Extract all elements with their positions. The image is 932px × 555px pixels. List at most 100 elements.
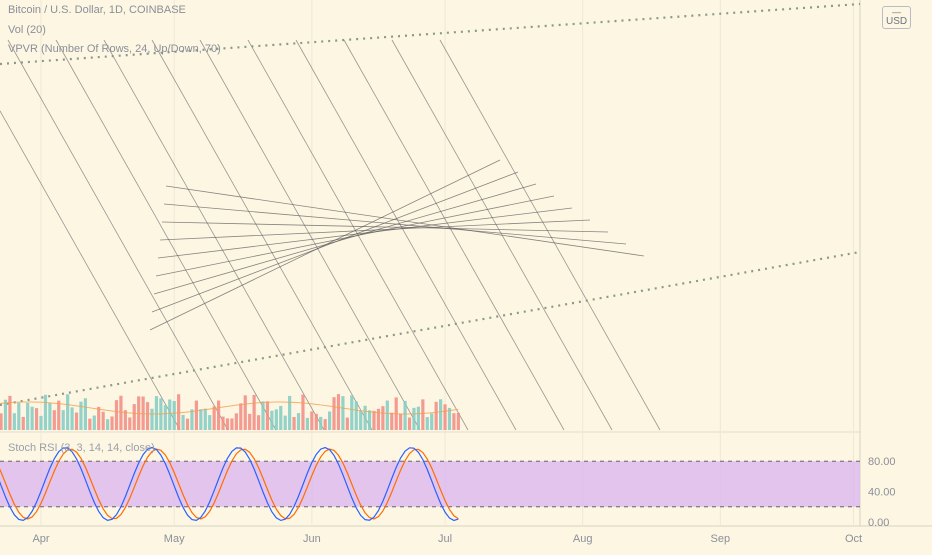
vpvr-legend[interactable]: VPVR (Number Of Rows, 24, Up/Down, 70) — [8, 43, 221, 55]
volume-bar — [230, 418, 234, 430]
volume-bar — [456, 412, 460, 430]
descending-fork-line — [103, 39, 325, 431]
stoch-tick-label: 40.00 — [868, 487, 896, 499]
volume-bar — [43, 394, 48, 430]
volume-bar — [110, 416, 114, 430]
volume-bar — [407, 417, 412, 430]
volume-bar — [70, 407, 74, 430]
volume-bar — [0, 413, 3, 430]
volume-bar — [332, 397, 336, 430]
volume-bar — [248, 413, 252, 430]
currency-unit-icon: — — [892, 7, 902, 17]
volume-bar — [345, 417, 349, 430]
volume-bar — [305, 417, 309, 430]
volume-bar — [443, 404, 447, 430]
time-tick-label: May — [164, 533, 185, 545]
volume-bar — [185, 418, 190, 430]
volume-bar — [177, 394, 181, 430]
volume-bar — [128, 417, 132, 430]
stoch-d-line — [0, 448, 459, 520]
volume-bar — [163, 405, 167, 430]
volume-bar — [57, 400, 61, 430]
volume-bar — [301, 394, 305, 430]
volume-bar — [403, 400, 407, 430]
volume-bar — [265, 401, 270, 430]
volume-bar — [350, 395, 354, 430]
volume-bar — [434, 401, 438, 430]
volume-bar — [150, 408, 154, 430]
descending-fork-line — [0, 110, 181, 431]
stoch-rsi-pane — [0, 446, 860, 522]
volume-bar — [292, 417, 296, 430]
volume-bar — [363, 405, 367, 430]
ascending-fork-line — [153, 183, 537, 295]
volume-bar — [381, 406, 385, 430]
volume-bar — [39, 415, 43, 430]
volume-bar — [154, 396, 159, 430]
symbol-title[interactable]: Bitcoin / U.S. Dollar, 1D, COINBASE — [8, 4, 186, 16]
volume-bar — [83, 398, 87, 430]
volume-bar — [421, 399, 425, 430]
ascending-fork-line — [157, 207, 573, 259]
volume-bar — [430, 413, 434, 430]
volume-bar — [367, 410, 372, 430]
volume-bars — [0, 394, 460, 430]
time-tick-label: Aug — [573, 533, 593, 545]
volume-bar — [199, 409, 203, 430]
volume-bar — [30, 406, 34, 430]
volume-bar — [439, 399, 443, 430]
volume-bar — [319, 416, 323, 430]
volume-bar — [190, 409, 194, 430]
price-axis[interactable]: 24000.0028000.0032000.0036000.0040000.00… — [868, 0, 914, 529]
descending-fork-line — [295, 39, 517, 431]
volume-bar — [288, 395, 292, 430]
descending-fork-line — [199, 39, 421, 431]
volume-bar — [119, 395, 123, 430]
stoch-legend[interactable]: Stoch RSI (3, 3, 14, 14, close) — [8, 442, 155, 454]
ascending-fork-line — [165, 185, 645, 257]
stoch-k-line — [0, 446, 459, 522]
volume-bar — [310, 411, 314, 430]
volume-bar — [279, 405, 283, 430]
time-tick-label: Oct — [845, 533, 862, 545]
time-tick-label: Jun — [303, 533, 321, 545]
volume-bar — [239, 403, 243, 430]
volume-bar — [212, 406, 216, 430]
time-axis[interactable]: Apr May Jun Jul Aug Sep Oct — [32, 533, 862, 545]
volume-bar — [243, 395, 247, 430]
volume-bar — [88, 418, 92, 430]
volume-legend[interactable]: Vol (20) — [8, 24, 46, 36]
volume-bar — [3, 399, 8, 430]
volume-bar — [106, 419, 110, 430]
volume-bar — [8, 395, 12, 430]
volume-bar — [101, 411, 105, 430]
volume-bar — [97, 406, 101, 430]
volume-bar — [385, 400, 389, 430]
descending-fork-line — [343, 39, 565, 431]
currency-button[interactable]: — USD — [882, 6, 912, 29]
volume-bar — [359, 410, 363, 430]
volume-bar — [452, 413, 456, 430]
volume-bar — [26, 402, 30, 430]
volume-bar — [34, 408, 39, 430]
volume-bar — [341, 396, 345, 430]
volume-bar — [390, 412, 394, 430]
volume-bar — [168, 399, 172, 430]
volume-bar — [217, 400, 221, 430]
volume-bar — [283, 415, 287, 430]
volume-bar — [123, 410, 127, 430]
volume-bar — [447, 407, 452, 430]
volume-bar — [17, 402, 21, 430]
volume-bar — [203, 408, 207, 430]
volume-bar — [52, 410, 56, 430]
volume-ma-line — [0, 401, 459, 415]
volume-bar — [336, 394, 341, 430]
volume-bar — [208, 415, 212, 430]
volume-bar — [296, 413, 301, 430]
volume-bar — [12, 413, 16, 430]
volume-bar — [261, 401, 265, 430]
volume-bar — [145, 402, 150, 430]
